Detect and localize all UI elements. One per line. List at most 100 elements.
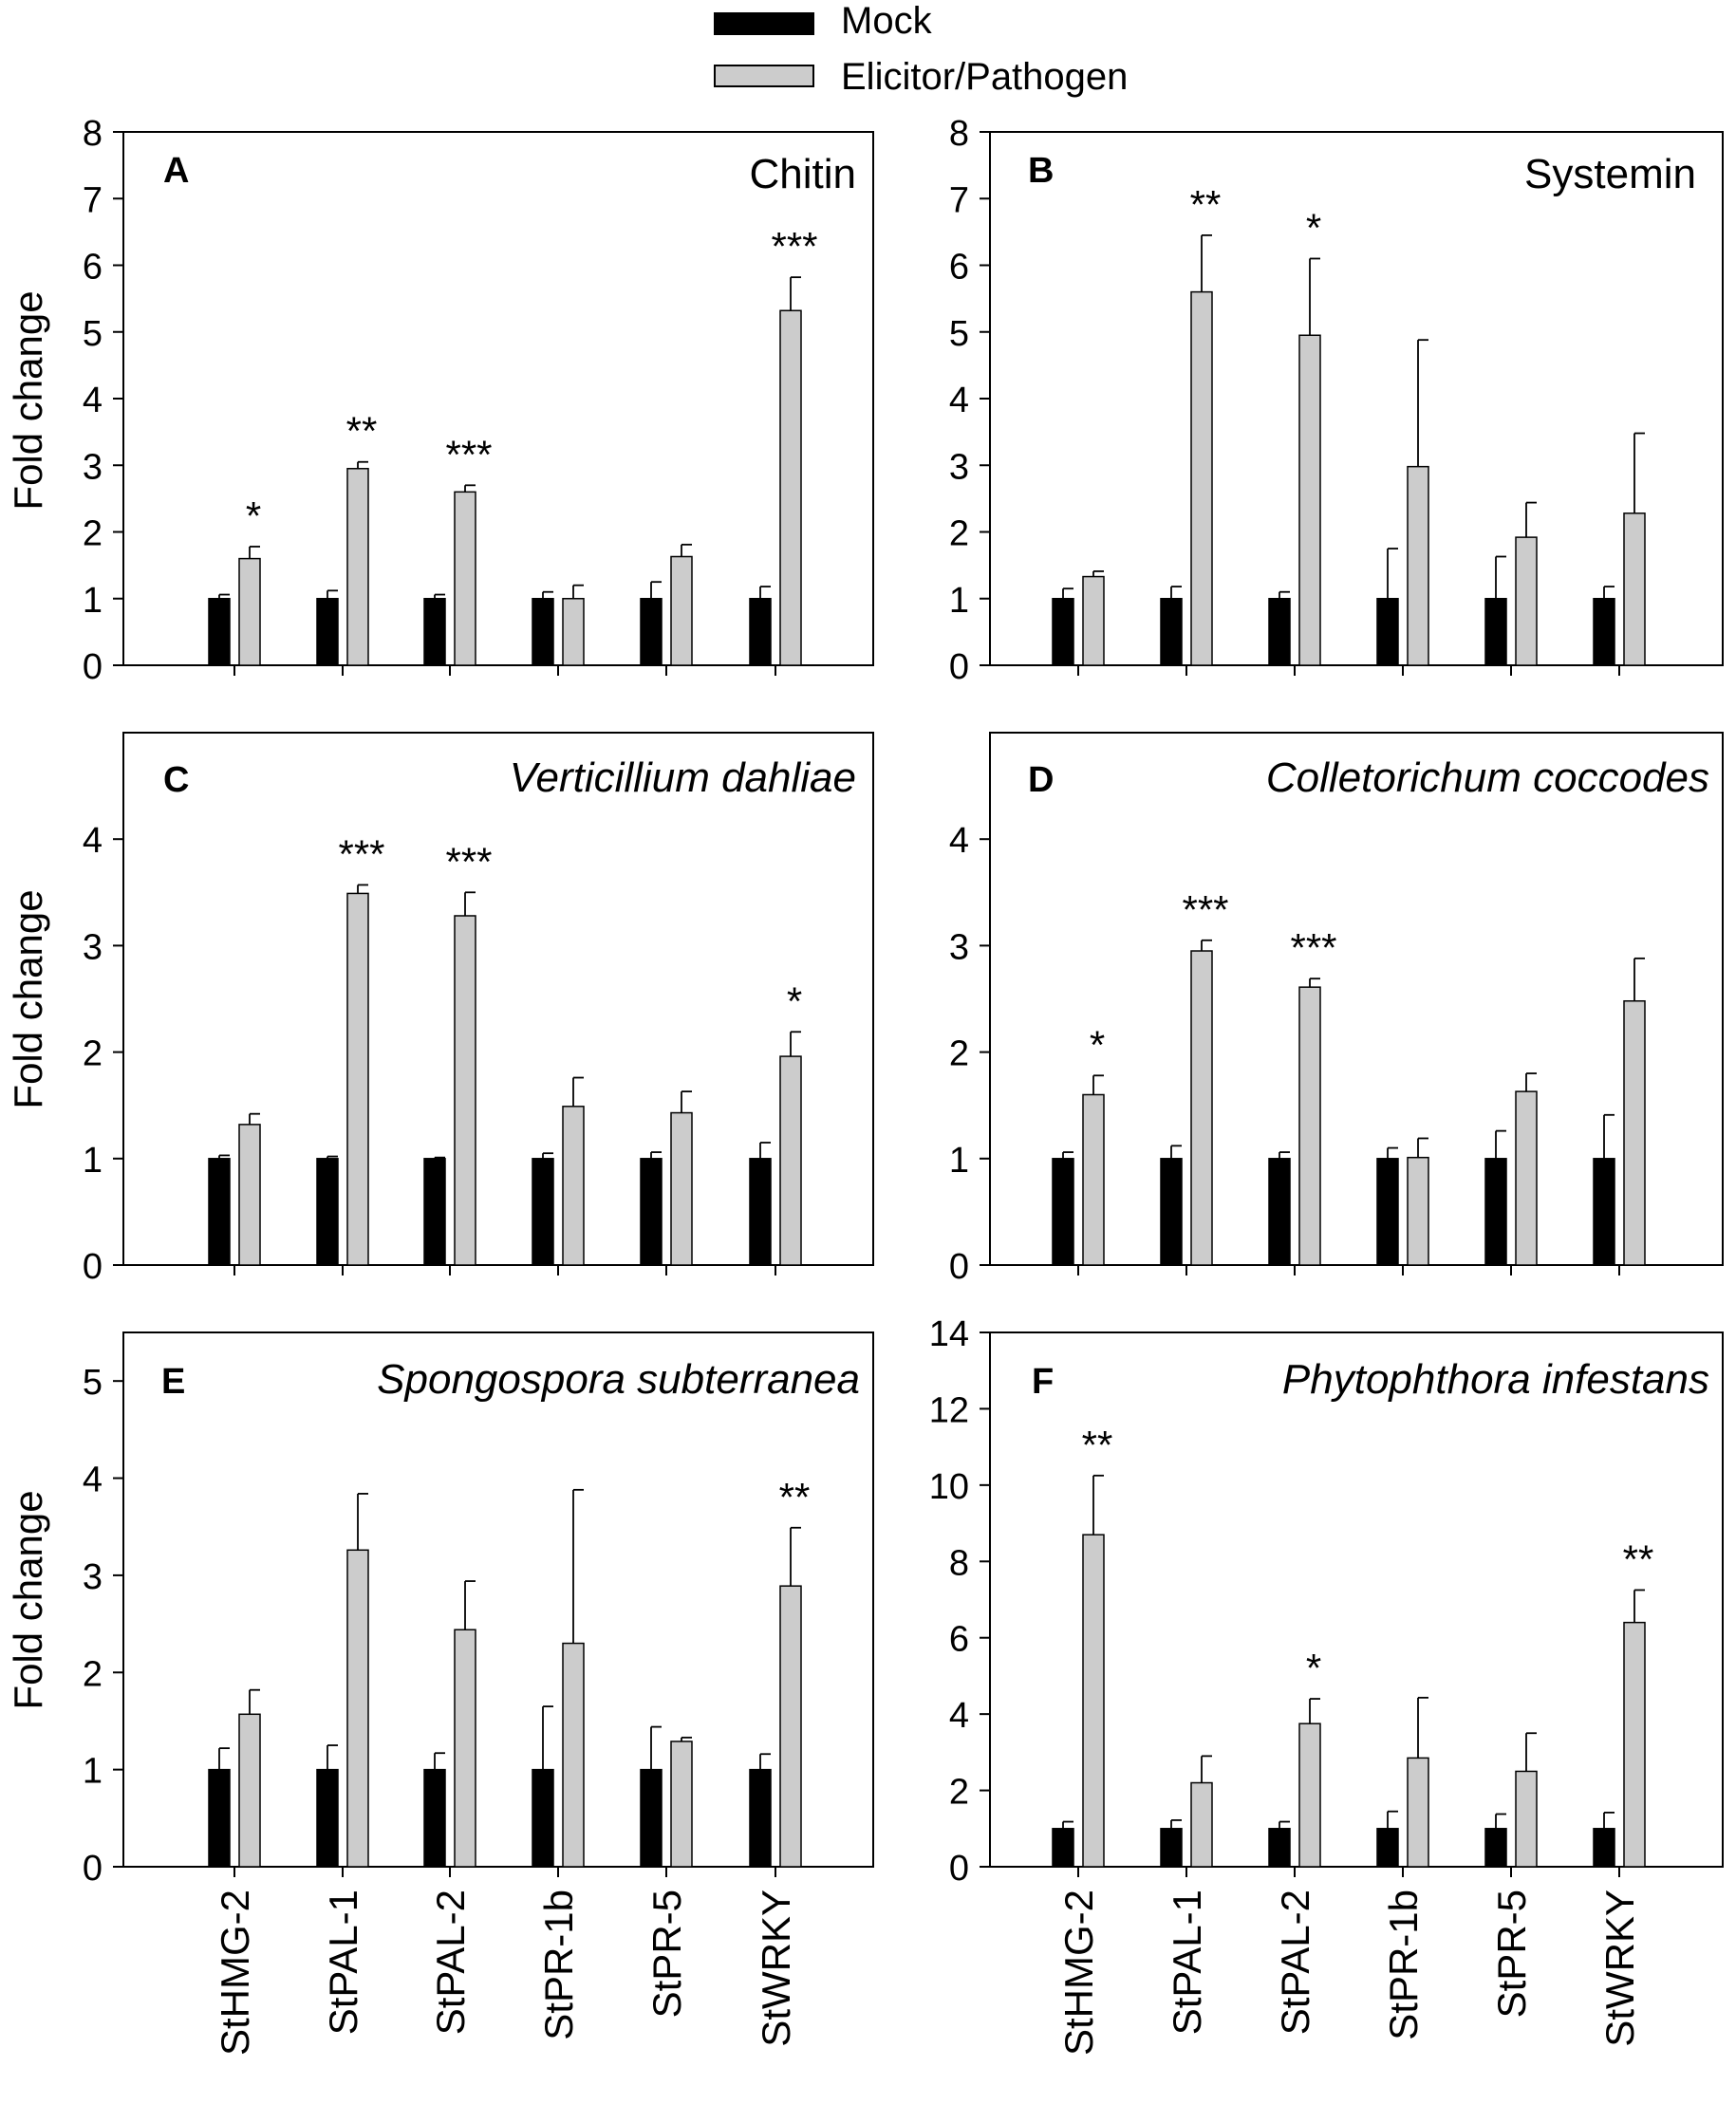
panel-d-bar-treated — [1082, 1093, 1105, 1266]
panel-c-ytick-label: 1 — [83, 1141, 103, 1181]
y-axis-label-row-1: Fold change — [6, 290, 50, 510]
y-axis-label-row-3: Fold change — [6, 1490, 50, 1709]
panel-c-title: Verticillium dahliae — [510, 754, 856, 801]
panel-b-bar-treated — [1190, 290, 1213, 666]
panel-b-bar-treated — [1623, 512, 1646, 666]
panel-c-significance: *** — [338, 831, 384, 876]
panel-e-bar-mock — [423, 1768, 446, 1868]
panel-a-bar-treated — [454, 491, 476, 666]
panel-a-bar-mock — [749, 598, 772, 666]
panel-f-category-label: StWRKY — [1597, 1890, 1642, 2047]
panel-b-ytick-label: 2 — [949, 514, 969, 554]
panel-f-category-label: StPR-5 — [1489, 1890, 1534, 2018]
panel-f-bar-treated — [1407, 1757, 1429, 1868]
panel-d-ytick-label: 2 — [949, 1034, 969, 1074]
panel-f-ytick-label: 4 — [949, 1696, 969, 1736]
panel-a-bar-mock — [316, 598, 339, 666]
panel-a-frame — [122, 131, 874, 666]
panel-a-ytick-label: 4 — [83, 381, 103, 420]
panel-e-ytick-label: 1 — [83, 1752, 103, 1792]
panel-f-category-label: StPAL-1 — [1165, 1890, 1209, 2035]
panel-f-bar-treated — [1082, 1534, 1105, 1868]
panel-b-title: Systemin — [1524, 151, 1696, 197]
panel-b-bar-mock — [1052, 598, 1074, 666]
panel-e: E Spongospora subterranea 0 1 2 3 4 5 ** StHMG-… — [83, 1331, 874, 2056]
panel-a-ytick-label: 8 — [83, 114, 103, 154]
panel-b-significance: * — [1306, 205, 1321, 250]
panel-e-bar-mock — [532, 1768, 554, 1868]
panel-a-bar-treated — [670, 555, 693, 666]
panel-d-ytick-label: 3 — [949, 927, 969, 967]
panel-e-category-label: StWRKY — [754, 1890, 798, 2047]
legend: Mock Elicitor/Pathogen — [714, 0, 1128, 98]
panel-e-category-label: StHMG-2 — [213, 1890, 257, 2056]
panel-a-bar-treated — [346, 468, 369, 666]
panel-d-title: Colletorichum coccodes — [1266, 754, 1709, 801]
panel-e-bar-mock — [208, 1768, 231, 1868]
panel-c-significance: *** — [445, 839, 492, 884]
panel-b-ytick-label: 7 — [949, 180, 969, 220]
legend-mock-swatch — [714, 12, 814, 35]
panel-c-bar-treated — [670, 1111, 693, 1266]
panel-f-ytick-label: 10 — [929, 1467, 969, 1507]
panel-b-bar-mock — [1160, 598, 1183, 666]
panel-c-bar-treated — [454, 915, 476, 1266]
panel-a-ytick-label: 1 — [83, 581, 103, 621]
panel-e-bar-treated — [779, 1585, 802, 1868]
panel-a-ytick-label: 0 — [83, 647, 103, 687]
panel-d-bar-treated — [1515, 1090, 1538, 1266]
panel-c-bar-mock — [208, 1158, 231, 1266]
panel-c-ytick-label: 4 — [83, 821, 103, 861]
panel-a-bar-treated — [562, 598, 585, 666]
panel-c-ytick-label: 2 — [83, 1034, 103, 1074]
panel-e-bar-treated — [670, 1741, 693, 1868]
panel-a-ytick-label: 3 — [83, 447, 103, 487]
panel-d-bar-mock — [1052, 1158, 1074, 1266]
panel-b-ytick-label: 0 — [949, 647, 969, 687]
panel-e-frame — [122, 1331, 874, 1868]
panel-c-bar-mock — [316, 1158, 339, 1266]
panel-f-ytick-label: 8 — [949, 1543, 969, 1583]
panel-d-ytick-label: 0 — [949, 1247, 969, 1287]
y-axis-label-row-2: Fold change — [6, 889, 50, 1108]
panel-f-title: Phytophthora infestans — [1282, 1356, 1709, 1403]
panel-e-bar-treated — [238, 1713, 261, 1868]
panel-f-significance: * — [1306, 1646, 1321, 1690]
panel-f-category-label: StPR-1b — [1381, 1890, 1426, 2040]
panel-f-bar-mock — [1160, 1828, 1183, 1868]
panel-e-bar-mock — [316, 1768, 339, 1868]
panel-b-significance: ** — [1190, 182, 1222, 227]
panel-b-bar-treated — [1082, 575, 1105, 666]
panel-b-letter: B — [1028, 151, 1054, 191]
panel-b-bar-treated — [1298, 334, 1321, 666]
panel-a-ytick-label: 5 — [83, 314, 103, 354]
panel-f-frame — [989, 1331, 1724, 1868]
panel-a-bar-mock — [208, 598, 231, 666]
panel-b-bar-mock — [1484, 598, 1507, 666]
panel-f-letter: F — [1032, 1362, 1054, 1402]
panel-e-bar-treated — [346, 1549, 369, 1868]
panel-c-ytick-label: 0 — [83, 1247, 103, 1287]
panel-e-bar-mock — [640, 1768, 663, 1868]
panel-c-bar-mock — [749, 1158, 772, 1266]
panel-e-bar-treated — [562, 1642, 585, 1868]
panel-d-significance: *** — [1290, 925, 1336, 970]
panel-b-bar-treated — [1407, 465, 1429, 666]
panel-c-bar-treated — [779, 1055, 802, 1266]
panel-e-category-label: StPAL-1 — [321, 1890, 365, 2035]
panel-a-title: Chitin — [750, 151, 857, 197]
panel-f-bar-mock — [1052, 1828, 1074, 1868]
panel-d-bar-mock — [1160, 1158, 1183, 1266]
panel-b-ytick-label: 1 — [949, 581, 969, 621]
panel-c-ytick-label: 3 — [83, 927, 103, 967]
panel-b-ytick-label: 6 — [949, 248, 969, 288]
panel-d-significance: *** — [1182, 887, 1228, 932]
panel-d-ytick-label: 4 — [949, 821, 969, 861]
panel-e-significance: ** — [779, 1475, 811, 1519]
panel-c-letter: C — [163, 760, 189, 800]
panel-c-bar-mock — [423, 1158, 446, 1266]
panel-e-ytick-label: 5 — [83, 1363, 103, 1403]
panel-e-title: Spongospora subterranea — [377, 1356, 860, 1403]
